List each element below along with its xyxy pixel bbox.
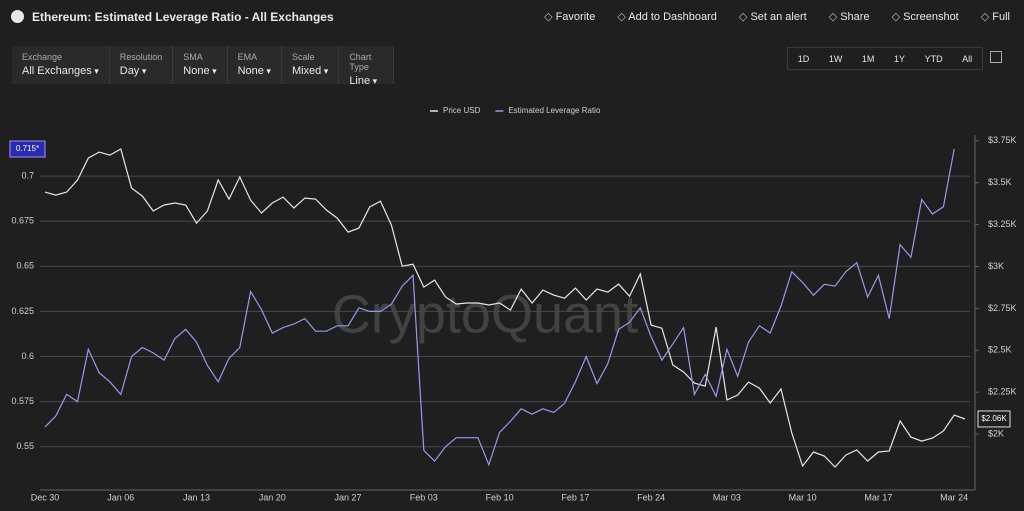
x-tick-label: Feb 03 xyxy=(410,492,438,502)
favorite[interactable]: Favorite xyxy=(544,10,596,23)
filter[interactable]: SMA None xyxy=(173,46,228,84)
filter-label: Scale xyxy=(291,52,315,62)
series-line xyxy=(44,148,955,467)
y-tick-label: 0.575 xyxy=(11,396,34,406)
y2-tick-label: $2.5K xyxy=(988,345,1012,355)
filter-label: Resolution xyxy=(119,52,163,62)
filter-value: Line xyxy=(349,75,383,87)
filter-label: EMA xyxy=(237,52,258,62)
y-tick-label: 0.675 xyxy=(11,216,34,226)
set-alert[interactable]: Set an alert xyxy=(739,10,806,23)
range-button[interactable]: 1Y xyxy=(894,53,906,64)
add-dashboard[interactable]: Add to Dashboard xyxy=(617,10,717,23)
calendar[interactable] xyxy=(990,51,1002,63)
filter-label: Exchange xyxy=(22,52,63,62)
current-value-label: 0.715* xyxy=(16,144,39,153)
x-tick-label: Dec 30 xyxy=(31,492,60,502)
range-button[interactable]: 1M xyxy=(861,53,875,64)
filter[interactable]: Chart Type Line xyxy=(339,46,394,87)
share[interactable]: Share xyxy=(829,10,869,23)
current-value-box xyxy=(9,140,46,158)
watermark: CryptoQuant xyxy=(332,284,638,344)
filter-label: SMA xyxy=(183,52,203,62)
y-tick-label: 0.625 xyxy=(11,306,34,316)
range-button[interactable]: 1D xyxy=(797,53,810,64)
y-tick-label: 0.7 xyxy=(21,170,34,180)
filters: Exchange All Exchanges Resolution Day SMA Non… xyxy=(12,46,394,87)
y2-tick-label: $2.75K xyxy=(988,303,1017,313)
legend-label: Estimated Leverage Ratio xyxy=(508,106,601,115)
filter-value: None xyxy=(238,65,271,77)
x-tick-label: Feb 24 xyxy=(637,492,665,502)
screenshot[interactable]: Screenshot xyxy=(892,10,959,23)
filter-value: Day xyxy=(120,65,163,77)
x-tick-label: Feb 17 xyxy=(561,492,589,502)
x-tick-label: Jan 20 xyxy=(259,492,286,502)
filter[interactable]: Resolution Day xyxy=(110,46,174,84)
page-title: Ethereum: Estimated Leverage Ratio - All… xyxy=(32,10,334,24)
x-tick-label: Mar 03 xyxy=(713,492,741,502)
x-tick-label: Jan 27 xyxy=(335,492,362,502)
y2-tick-label: $3.25K xyxy=(988,219,1017,229)
filter-value: All Exchanges xyxy=(22,65,99,77)
range-button[interactable]: All xyxy=(962,53,973,64)
filter[interactable]: Scale Mixed xyxy=(282,46,340,84)
y2-tick-label: $3.5K xyxy=(988,177,1012,187)
y-tick-label: 0.6 xyxy=(21,351,34,361)
current-value-label: $2.06K xyxy=(981,414,1007,423)
logo xyxy=(11,10,24,23)
y2-tick-label: $2.25K xyxy=(988,387,1017,397)
full[interactable]: Full xyxy=(981,10,1010,23)
x-tick-label: Feb 10 xyxy=(486,492,514,502)
ranges: 1D 1W 1M 1Y YTD All xyxy=(787,47,983,70)
range-button[interactable]: YTD xyxy=(924,53,943,64)
x-tick-label: Jan 13 xyxy=(183,492,210,502)
filter-label: Chart Type xyxy=(349,52,372,72)
x-tick-label: Jan 06 xyxy=(107,492,134,502)
y-tick-label: 0.55 xyxy=(16,441,34,451)
y2-tick-label: $3K xyxy=(988,261,1004,271)
filter-value: None xyxy=(183,65,216,77)
legend-label: Price USD xyxy=(443,106,481,115)
x-tick-label: Mar 17 xyxy=(864,492,892,502)
x-tick-label: Mar 10 xyxy=(789,492,817,502)
x-tick-label: Mar 24 xyxy=(940,492,968,502)
range-button[interactable]: 1W xyxy=(828,53,843,64)
actions: Favorite Add to Dashboard Set an alert S… xyxy=(544,10,1010,23)
y-tick-label: 0.65 xyxy=(16,261,34,271)
filter-value: Mixed xyxy=(292,65,328,77)
filter[interactable]: Exchange All Exchanges xyxy=(12,46,110,84)
series-line xyxy=(44,148,966,468)
filter[interactable]: EMA None xyxy=(228,46,282,84)
y2-tick-label: $3.75K xyxy=(988,135,1017,145)
current-value-box xyxy=(977,410,1011,428)
y2-tick-label: $2K xyxy=(988,428,1004,438)
